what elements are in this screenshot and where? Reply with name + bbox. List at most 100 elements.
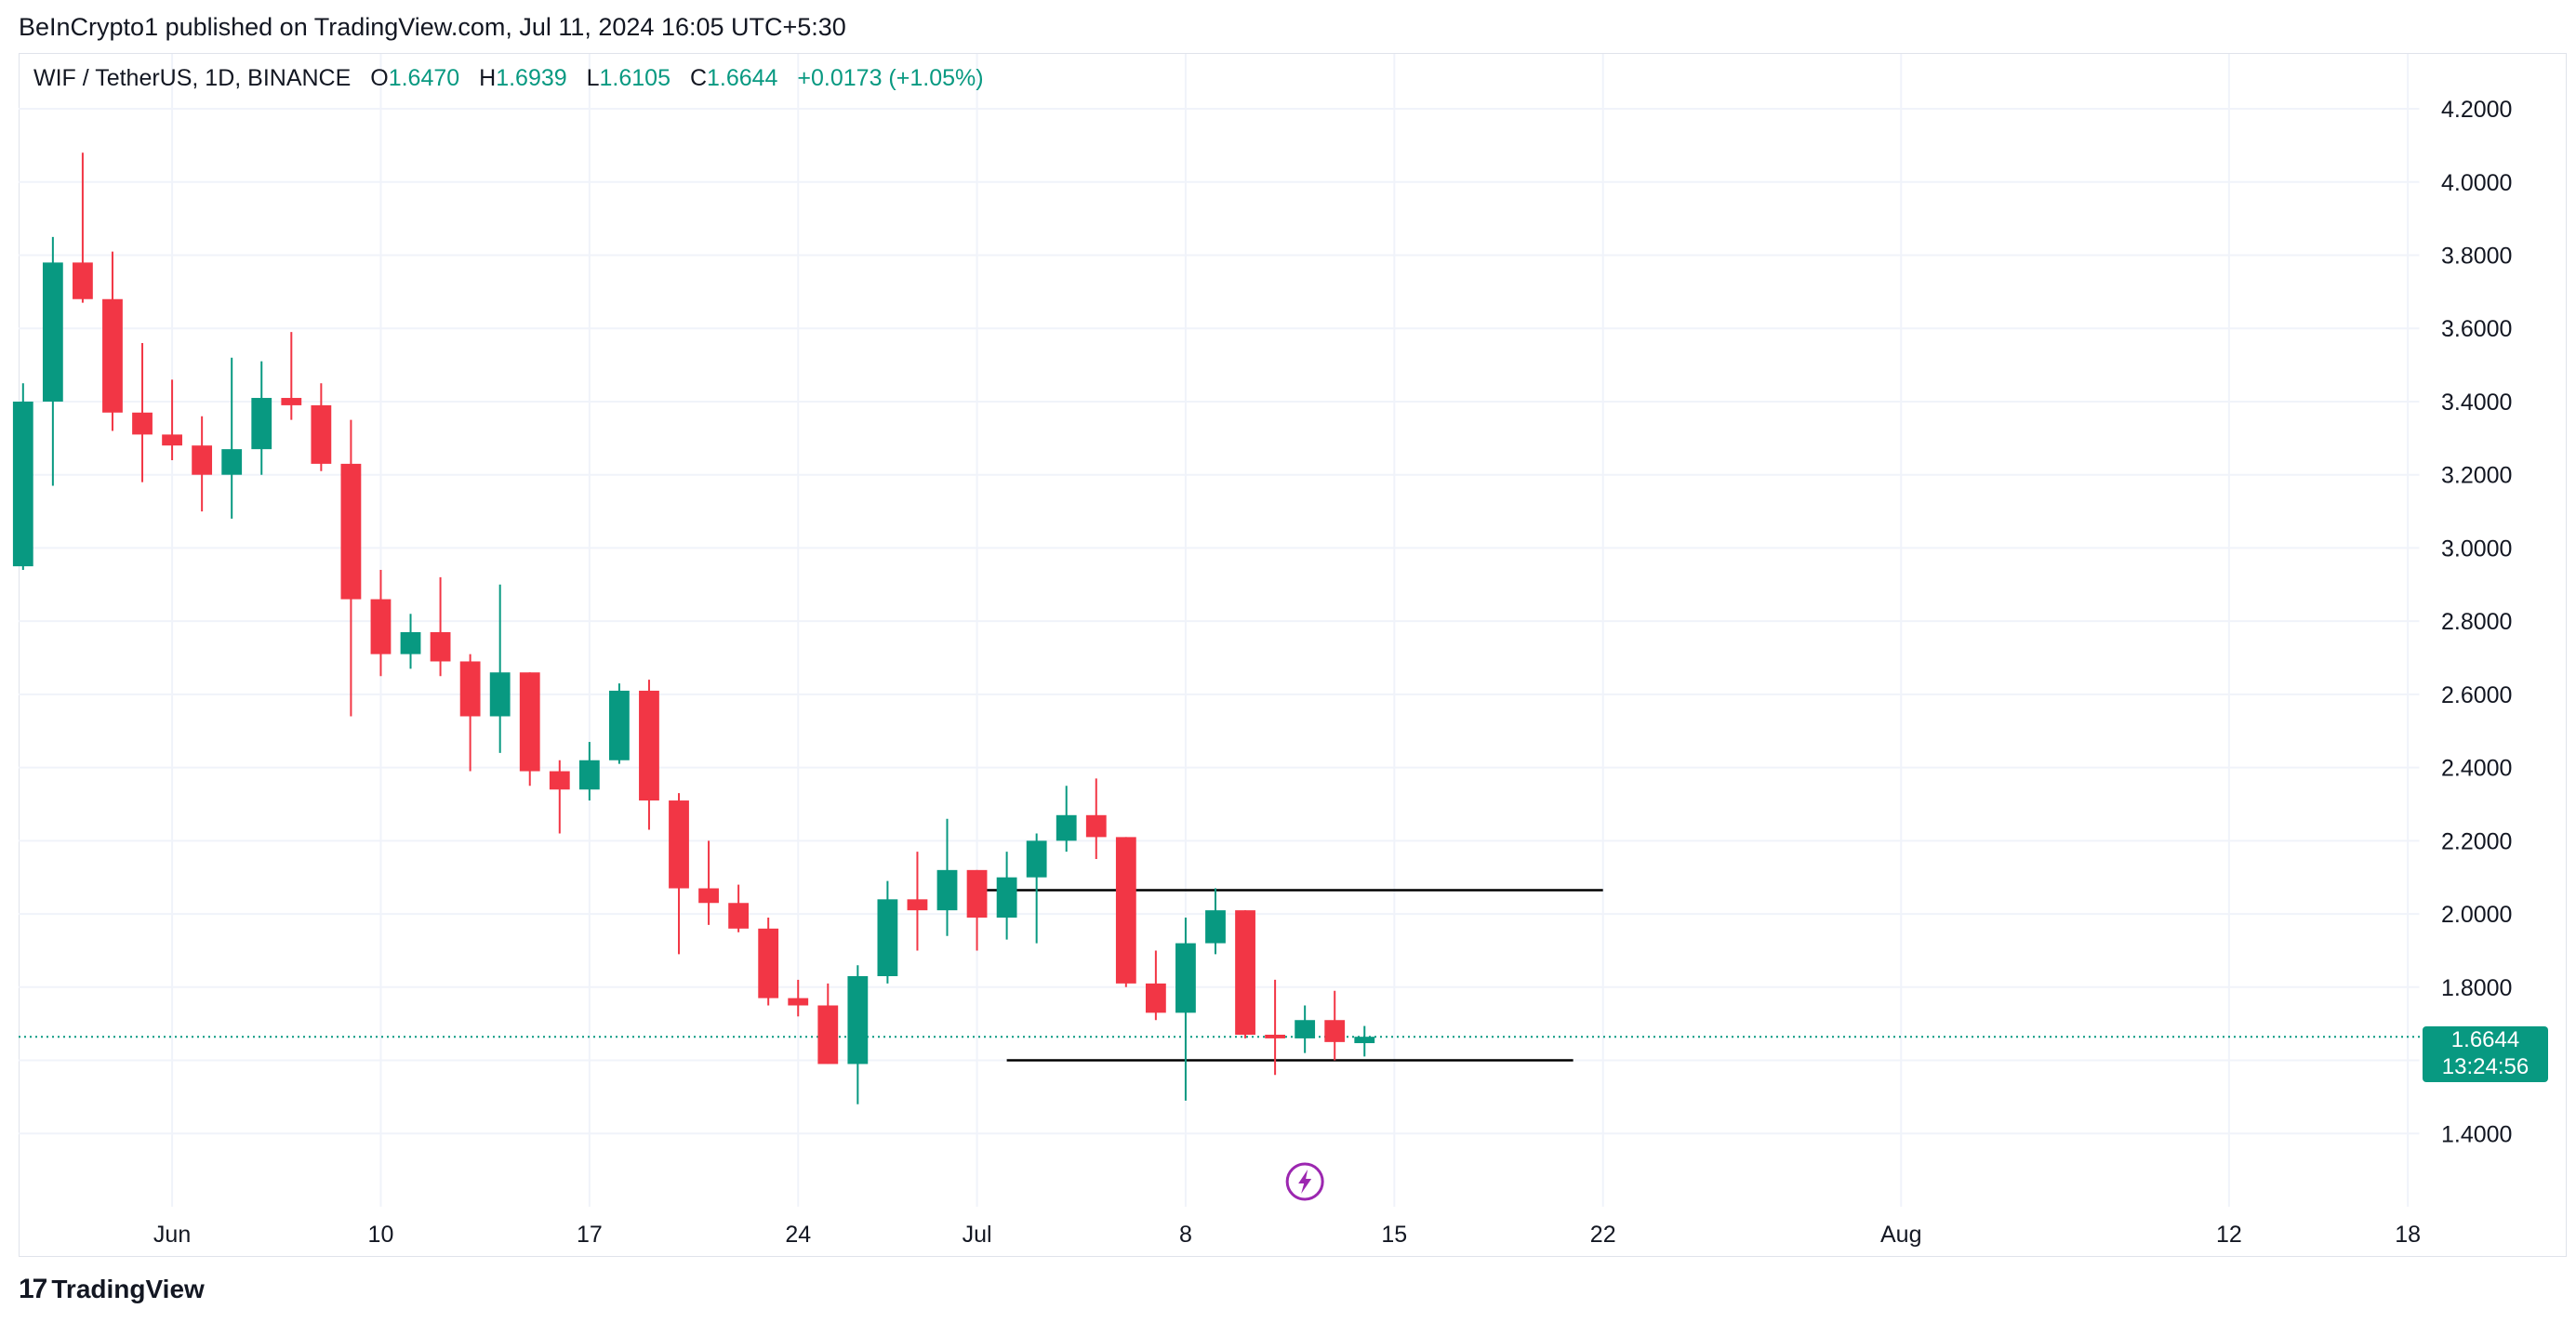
- candle: [221, 357, 243, 519]
- candle-body: [221, 449, 243, 475]
- candle: [519, 672, 540, 787]
- candle-body: [132, 412, 153, 435]
- candle-body: [370, 599, 392, 654]
- candle: [1295, 1005, 1316, 1053]
- candle-body: [519, 672, 540, 772]
- candle: [936, 818, 958, 936]
- y-tick-label: 2.0000: [2441, 902, 2512, 928]
- drawn-horizontal-lines: [19, 889, 2420, 1062]
- close-label: C: [689, 65, 707, 91]
- candle: [1205, 888, 1226, 955]
- last-price-badge: 1.6644 13:24:56: [2423, 1026, 2548, 1082]
- candle-body: [936, 869, 958, 911]
- candle-body: [1354, 1037, 1375, 1044]
- candle-body: [430, 631, 451, 662]
- candle-body: [1115, 837, 1136, 984]
- candle-body: [549, 771, 570, 790]
- candle-body: [817, 1005, 839, 1064]
- candle-body: [1056, 814, 1077, 841]
- candle: [609, 683, 630, 764]
- candle-body: [907, 899, 928, 911]
- y-tick-label: 3.8000: [2441, 244, 2512, 270]
- candle: [996, 852, 1017, 940]
- candle: [73, 152, 93, 303]
- candle: [1324, 990, 1346, 1061]
- x-tick-label: Jun: [153, 1222, 191, 1248]
- candle: [698, 840, 719, 925]
- y-tick-label: 4.2000: [2441, 97, 2512, 123]
- candle: [669, 793, 689, 955]
- tradingview-brand: TradingView: [51, 1275, 205, 1303]
- candle-body: [639, 690, 659, 801]
- candle-body: [1026, 840, 1047, 878]
- candle-body: [459, 661, 481, 717]
- candle-body: [1175, 943, 1196, 1013]
- candle-body: [996, 877, 1017, 919]
- high-label: H: [479, 65, 497, 91]
- candle-body: [728, 903, 750, 929]
- y-tick-label: 1.8000: [2441, 975, 2512, 1001]
- last-price-value: 1.6644: [2450, 1027, 2520, 1052]
- candle: [1145, 950, 1166, 1021]
- change-value: +0.0173 (+1.05%): [797, 65, 984, 91]
- candle: [400, 614, 421, 669]
- candle: [847, 965, 869, 1104]
- lightning-event-icon[interactable]: [1285, 1162, 1324, 1201]
- candle: [1354, 1025, 1375, 1057]
- candle-body: [281, 398, 302, 405]
- candle-body: [12, 401, 33, 567]
- event-markers: [1285, 1162, 1324, 1201]
- candle: [1115, 837, 1136, 987]
- x-tick-label: Jul: [963, 1222, 992, 1248]
- candle-body: [669, 800, 689, 889]
- high-value: 1.6939: [496, 65, 567, 91]
- candle: [639, 680, 659, 830]
- candle: [489, 584, 511, 753]
- candle: [788, 979, 809, 1017]
- y-tick-label: 3.6000: [2441, 316, 2512, 342]
- candle-body: [1145, 983, 1166, 1013]
- candle-body: [698, 888, 719, 904]
- candle: [1085, 778, 1107, 860]
- x-tick-label: 24: [785, 1222, 811, 1248]
- candle: [370, 570, 392, 677]
- x-tick-label: 12: [2216, 1222, 2242, 1248]
- y-tick-label: 3.4000: [2441, 390, 2512, 416]
- candle: [162, 379, 182, 460]
- candle: [758, 918, 779, 1006]
- candle-body: [340, 463, 362, 600]
- bar-countdown: 13:24:56: [2441, 1054, 2530, 1079]
- candle-body: [1235, 910, 1255, 1035]
- symbol-name[interactable]: WIF / TetherUS, 1D, BINANCE: [33, 65, 352, 91]
- time-axis: Jun 10 17 24 Jul 8 15 22 Aug 12 18: [153, 1222, 2421, 1248]
- candle-body: [758, 928, 779, 998]
- chart-frame[interactable]: [19, 53, 2567, 1257]
- candle-body: [1085, 814, 1107, 838]
- publisher-attribution: BeInCrypto1 published on TradingView.com…: [19, 13, 846, 41]
- candle-body: [400, 631, 421, 654]
- candle: [281, 332, 302, 420]
- low-value: 1.6105: [599, 65, 671, 91]
- y-tick-label: 1.4000: [2441, 1121, 2512, 1147]
- candle-body: [877, 899, 898, 976]
- tradingview-footer[interactable]: 17 TradingView: [19, 1274, 205, 1305]
- candle: [132, 342, 153, 483]
- candle: [459, 654, 481, 772]
- x-tick-label: 18: [2395, 1222, 2421, 1248]
- candle-body: [788, 998, 809, 1006]
- candle-body: [42, 262, 63, 402]
- x-tick-label: 17: [577, 1222, 603, 1248]
- x-tick-label: 8: [1179, 1222, 1192, 1248]
- candle: [1265, 979, 1286, 1076]
- grid-lines: [19, 54, 2421, 1207]
- candle-body: [1324, 1020, 1346, 1042]
- candle-body: [1205, 910, 1226, 944]
- y-tick-label: 2.6000: [2441, 682, 2512, 708]
- y-tick-label: 3.2000: [2441, 463, 2512, 489]
- candle: [877, 880, 898, 984]
- symbol-legend: WIF / TetherUS, 1D, BINANCE O1.6470 H1.6…: [33, 65, 997, 92]
- candle-body: [192, 445, 213, 475]
- candle: [1235, 910, 1255, 1038]
- candle: [12, 383, 33, 571]
